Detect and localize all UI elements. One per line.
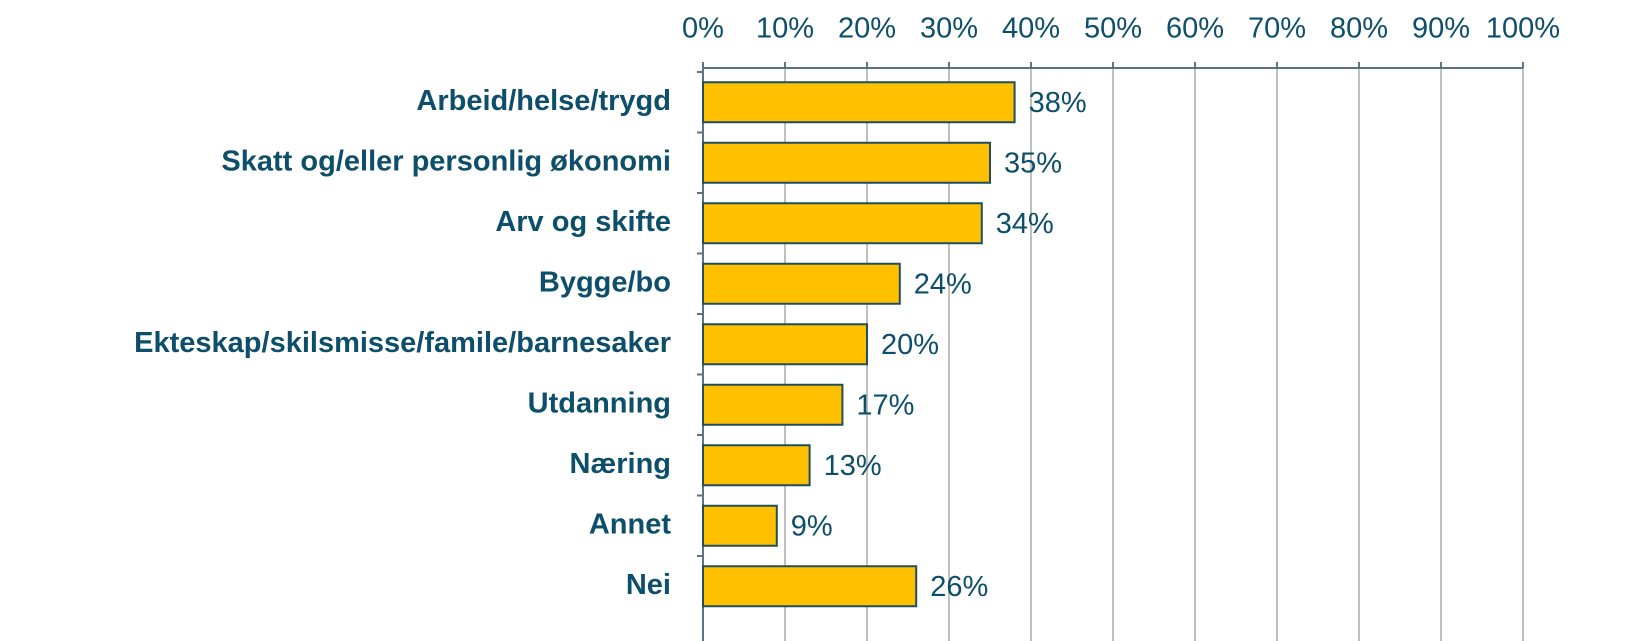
bar: [702, 81, 1016, 124]
data-label: 26%: [930, 571, 988, 603]
x-tick-label: 60%: [1166, 13, 1224, 45]
data-label: 17%: [856, 389, 914, 421]
x-tick-label: 90%: [1412, 13, 1470, 45]
y-tick-label: Arbeid/helse/trygd: [416, 85, 671, 117]
bar: [702, 383, 844, 426]
bar: [702, 323, 868, 366]
bar: [702, 504, 778, 547]
y-tick-label: Utdanning: [528, 387, 671, 419]
bar: [702, 202, 983, 245]
y-tick-label: Skatt og/eller personlig økonomi: [221, 145, 671, 177]
x-tick-label: 40%: [1002, 13, 1060, 45]
bar: [702, 141, 991, 184]
x-tick-label: 50%: [1084, 13, 1142, 45]
y-tick-label: Annet: [589, 508, 672, 540]
x-tick-label: 0%: [682, 13, 724, 45]
bar: [702, 565, 918, 608]
data-label: 35%: [1004, 147, 1062, 179]
y-tick-label: Næring: [570, 448, 672, 480]
bar: [702, 262, 901, 305]
x-tick-label: 80%: [1330, 13, 1388, 45]
y-tick-label: Bygge/bo: [539, 266, 671, 298]
x-tick-label: 100%: [1486, 13, 1560, 45]
data-label: 13%: [824, 450, 882, 482]
y-tick-label: Ekteskap/skilsmisse/famile/barnesaker: [134, 327, 671, 359]
x-tick-label: 30%: [920, 13, 978, 45]
data-label: 34%: [996, 208, 1054, 240]
x-tick-label: 10%: [756, 13, 814, 45]
x-tick-label: 70%: [1248, 13, 1306, 45]
y-tick-label: Arv og skifte: [495, 206, 671, 238]
x-tick-label: 20%: [838, 13, 896, 45]
y-tick-label: Nei: [626, 569, 671, 601]
data-label: 9%: [791, 510, 833, 542]
data-label: 24%: [914, 268, 972, 300]
data-label: 20%: [881, 329, 939, 361]
bar: [702, 444, 811, 487]
data-label: 38%: [1029, 87, 1087, 119]
